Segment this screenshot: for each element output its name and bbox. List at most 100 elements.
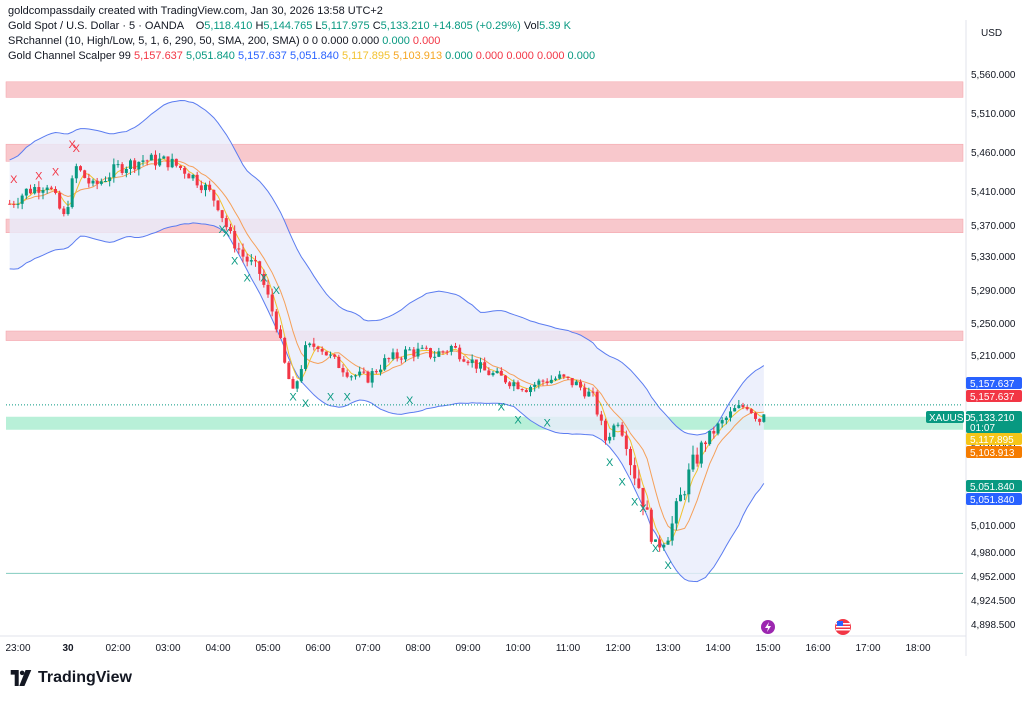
candle-body — [337, 356, 341, 368]
candle-body — [54, 188, 57, 193]
candle-body — [291, 379, 295, 389]
symbol-tag-label: XAUUSD — [929, 413, 971, 424]
price-tick-label: 4,898.500 — [971, 620, 1016, 631]
candle-body — [187, 173, 191, 179]
candle-body — [274, 311, 278, 330]
candle-body — [283, 337, 287, 363]
candle-body — [624, 435, 628, 449]
candle-body — [762, 414, 766, 422]
price-tick-label: 4,924.500 — [971, 596, 1016, 607]
ind2-v0: 5,157.637 — [133, 50, 183, 62]
buy-x-marker: X — [639, 503, 647, 515]
time-tick-label: 04:00 — [205, 643, 230, 654]
candle-body — [554, 378, 557, 380]
candle-body — [99, 181, 103, 184]
price-tag-blue — [966, 377, 1022, 389]
candle-body — [591, 391, 595, 393]
candle-body — [495, 370, 499, 373]
indicator-gold-scalper[interactable]: Gold Channel Scalper 99 5,157.637 5,051.… — [8, 49, 595, 64]
price-tick-label: 5,330.000 — [971, 252, 1016, 263]
time-axis[interactable]: 23:00 30 02:00 03:00 04:00 05:00 06:00 07:00 08:… — [0, 635, 966, 654]
candle-body — [666, 540, 670, 545]
candle-body — [408, 349, 412, 351]
time-tick-label: 06:00 — [305, 643, 330, 654]
candle-body — [212, 189, 216, 201]
time-tick-label: 23:00 — [5, 643, 30, 654]
candle-body — [587, 391, 591, 397]
buy-x-marker: X — [231, 256, 239, 268]
price-tag-green — [966, 411, 1022, 433]
candle-body — [712, 430, 716, 434]
price-tick-label: 5,210.000 — [971, 351, 1016, 362]
candle-body — [141, 160, 145, 162]
indicator-srchannel[interactable]: SRchannel (10, High/Low, 5, 1, 6, 290, 5… — [8, 34, 595, 49]
candle-body — [316, 346, 320, 349]
candle-body — [658, 539, 662, 548]
price-axis[interactable]: 5,560.000 5,510.000 5,460.000 5,410.000 5,37… — [965, 20, 1016, 656]
candle-body — [383, 358, 387, 370]
candle-body — [424, 347, 428, 349]
candle-body — [479, 362, 482, 369]
candle-body — [183, 167, 187, 174]
candle-body — [145, 160, 149, 162]
candle-body — [74, 166, 78, 179]
candle-body — [720, 420, 724, 424]
candle-body — [583, 387, 587, 397]
ind2-v10: 0.000 — [567, 50, 596, 62]
candle-body — [87, 178, 91, 184]
ind2-v5: 5,103.913 — [393, 50, 443, 62]
candle-body — [604, 420, 607, 441]
candle-body — [262, 273, 266, 285]
candle-body — [637, 478, 641, 488]
flag-stripe — [836, 629, 850, 631]
candle-body — [387, 358, 391, 360]
candle-body — [379, 369, 382, 373]
candle-body — [312, 343, 316, 347]
candle-body — [758, 418, 762, 422]
price-tag-label: 5,103.913 — [970, 448, 1015, 459]
candle-body — [420, 347, 424, 349]
candle-body — [654, 539, 657, 542]
buy-x-marker: X — [618, 477, 626, 489]
candle-body — [129, 160, 132, 169]
time-tick-label: 14:00 — [705, 643, 730, 654]
price-tick-label: 5,250.000 — [971, 319, 1016, 330]
symbol-line[interactable]: Gold Spot / U.S. Dollar · 5 · OANDA O5,1… — [8, 19, 595, 34]
price-tick-label: 5,460.000 — [971, 148, 1016, 159]
candle-body — [341, 367, 345, 373]
candle-body — [112, 164, 116, 178]
time-tick-label: 08:00 — [405, 643, 430, 654]
tradingview-logo[interactable]: TradingView — [10, 669, 132, 687]
candle-body — [70, 178, 74, 208]
candle-body — [466, 361, 470, 364]
event-icons[interactable] — [761, 619, 851, 635]
candle-body — [49, 187, 53, 189]
time-tick-label: 05:00 — [255, 643, 280, 654]
low-value: 5,117.975 — [321, 20, 370, 32]
candle-body — [699, 442, 703, 464]
candle-body — [633, 465, 637, 479]
candle-body — [570, 377, 574, 386]
candle-body — [137, 161, 141, 170]
price-tags: 5,157.6375,157.6375,133.210XAUUSD01:075,… — [926, 377, 1022, 506]
price-tick-label: 5,560.000 — [971, 70, 1016, 81]
sell-x-marker: X — [68, 139, 76, 151]
buy-x-marker: X — [606, 457, 614, 469]
candle-body — [245, 256, 249, 262]
countdown-label: 01:07 — [970, 423, 995, 434]
candle-body — [454, 346, 457, 348]
candle-body — [579, 381, 582, 388]
open-label: O — [195, 20, 205, 32]
candle-body — [687, 469, 691, 495]
candle-body — [333, 354, 337, 357]
buy-x-marker: X — [243, 273, 251, 285]
creator-line: goldcompassdaily created with TradingVie… — [8, 5, 383, 17]
price-tick-label: 5,010.000 — [971, 521, 1016, 532]
candle-body — [679, 494, 682, 502]
candle-body — [91, 180, 95, 184]
candle-body — [508, 382, 512, 387]
candle-body — [499, 370, 503, 376]
candle-body — [545, 381, 549, 384]
